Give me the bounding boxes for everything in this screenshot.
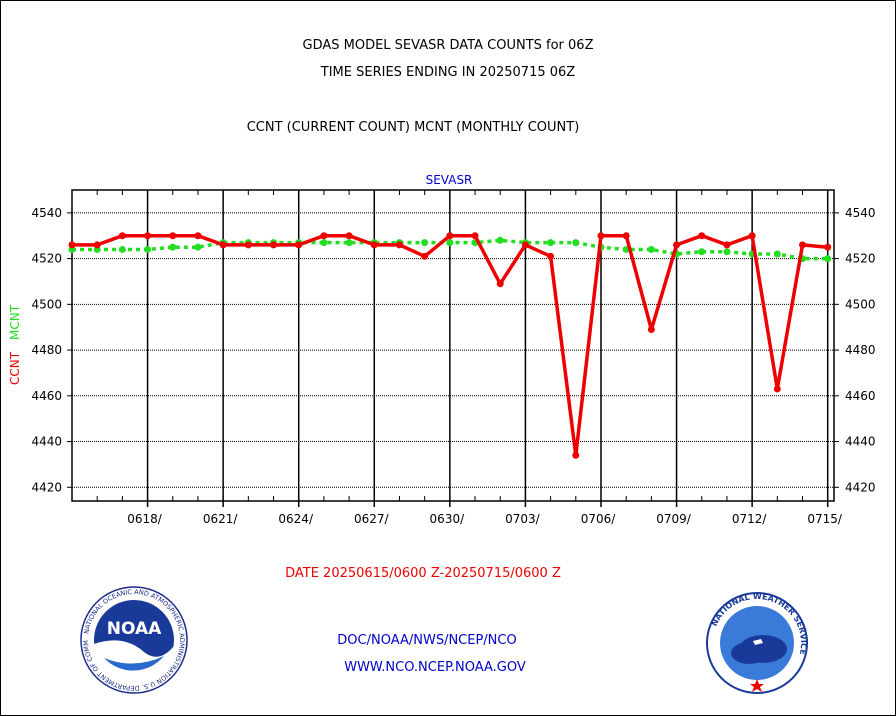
data-point-mcnt: [496, 236, 504, 244]
x-tick-label: 0627/: [354, 512, 390, 526]
data-point-mcnt: [421, 239, 429, 247]
data-point-mcnt: [118, 245, 126, 253]
data-point-ccnt: [169, 232, 177, 240]
data-point-ccnt: [647, 325, 655, 333]
data-point-ccnt: [673, 241, 681, 249]
data-point-ccnt: [118, 232, 126, 240]
org-line-2: WWW.NCO.NCEP.NOAA.GOV: [344, 660, 526, 675]
data-point-ccnt: [345, 232, 353, 240]
y-tick-label-left: 4480: [31, 343, 62, 357]
nws-star-icon: [750, 679, 764, 692]
y-tick-label-left: 4540: [31, 206, 62, 220]
date-range: DATE 20250615/0600 Z-20250715/0600 Z: [285, 566, 561, 581]
ylabel-mcnt: MCNT: [8, 304, 22, 340]
data-point-mcnt: [723, 248, 731, 256]
data-point-mcnt: [572, 239, 580, 247]
noaa-logo: NOAA NATIONAL OCEANIC AND ATMOSPHERIC AD…: [80, 586, 188, 694]
plot-frame: [71, 189, 835, 502]
data-point-ccnt: [597, 232, 605, 240]
y-tick-label-left: 4440: [31, 435, 62, 449]
data-point-ccnt: [799, 241, 807, 249]
data-point-mcnt: [647, 245, 655, 253]
data-point-ccnt: [244, 241, 252, 249]
ylabel-ccnt: CCNT: [8, 351, 22, 385]
x-tick-label: 0621/: [203, 512, 239, 526]
data-point-ccnt: [723, 241, 731, 249]
x-tick-label: 0618/: [127, 512, 163, 526]
data-point-ccnt: [93, 241, 101, 249]
y-tick-label-left: 4460: [31, 389, 62, 403]
data-point-ccnt: [320, 232, 328, 240]
y-tick-label-right: 4500: [845, 297, 876, 311]
data-point-ccnt: [471, 232, 479, 240]
x-tick-label: 0630/: [430, 512, 466, 526]
data-point-mcnt: [446, 239, 454, 247]
data-point-mcnt: [320, 239, 328, 247]
data-point-mcnt: [698, 248, 706, 256]
data-point-ccnt: [622, 232, 630, 240]
y-tick-label-right: 4520: [845, 252, 876, 266]
x-tick-label: 0709/: [656, 512, 692, 526]
y-tick-label-right: 4420: [845, 480, 876, 494]
data-point-ccnt: [824, 243, 832, 251]
y-tick-label-left: 4420: [31, 480, 62, 494]
y-tick-label-right: 4480: [845, 343, 876, 357]
series-layer: [68, 232, 832, 459]
data-point-ccnt: [748, 232, 756, 240]
y-tick-label-left: 4520: [31, 252, 62, 266]
x-tick-label: 0703/: [505, 512, 541, 526]
data-point-ccnt: [572, 451, 580, 459]
data-point-ccnt: [521, 241, 529, 249]
grid-layer: [72, 190, 834, 507]
axis-layer: 4420 4420 4440 4440 4460 4460 4480 4480 4500 4500…: [31, 189, 876, 526]
data-point-ccnt: [421, 252, 429, 260]
org-line-1: DOC/NOAA/NWS/NCEP/NCO: [337, 633, 517, 648]
title-line-2: TIME SERIES ENDING IN 20250715 06Z: [320, 65, 576, 80]
chart-subtitle: CCNT (CURRENT COUNT) MCNT (MONTHLY COUNT…: [246, 120, 580, 135]
data-point-ccnt: [370, 241, 378, 249]
data-point-mcnt: [194, 243, 202, 251]
data-point-mcnt: [547, 239, 555, 247]
data-point-mcnt: [773, 250, 781, 258]
data-point-ccnt: [446, 232, 454, 240]
y-tick-label-right: 4540: [845, 206, 876, 220]
data-point-ccnt: [496, 280, 504, 288]
data-point-ccnt: [194, 232, 202, 240]
chart-title: SEVASR: [426, 173, 473, 187]
title-line-1: GDAS MODEL SEVASR DATA COUNTS for 06Z: [302, 38, 594, 53]
nws-logo: NATIONAL WEATHER SERVICE: [706, 592, 808, 694]
data-point-ccnt: [219, 241, 227, 249]
data-point-ccnt: [270, 241, 278, 249]
y-tick-label-right: 4460: [845, 389, 876, 403]
data-point-ccnt: [295, 241, 303, 249]
data-point-ccnt: [773, 385, 781, 393]
noaa-logo-text: NOAA: [107, 619, 162, 639]
data-point-mcnt: [144, 245, 152, 253]
data-point-mcnt: [345, 239, 353, 247]
data-point-ccnt: [698, 232, 706, 240]
y-tick-label-right: 4440: [845, 435, 876, 449]
data-point-mcnt: [824, 255, 832, 263]
x-tick-label: 0706/: [581, 512, 617, 526]
data-point-ccnt: [68, 241, 76, 249]
data-point-ccnt: [395, 241, 403, 249]
data-point-mcnt: [169, 243, 177, 251]
x-tick-label: 0624/: [278, 512, 314, 526]
x-tick-label: 0715/: [807, 512, 843, 526]
x-tick-label: 0712/: [732, 512, 768, 526]
y-tick-label-left: 4500: [31, 297, 62, 311]
data-point-ccnt: [144, 232, 152, 240]
data-point-ccnt: [547, 252, 555, 260]
